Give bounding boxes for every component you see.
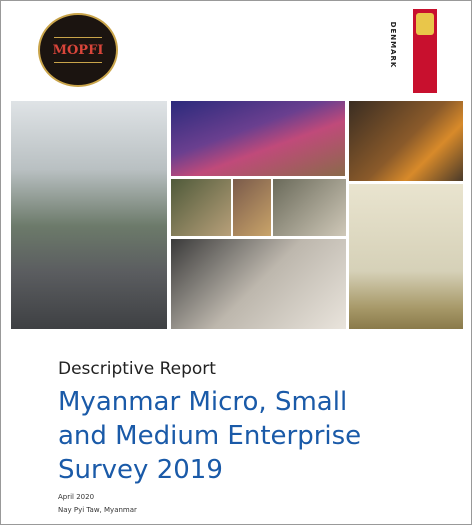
title-line: and Medium Enterprise <box>58 419 361 453</box>
logo-text: MOPFI <box>40 43 116 58</box>
crest <box>416 13 434 35</box>
title-line: Myanmar Micro, Small <box>58 385 361 419</box>
photo-weaving <box>171 101 345 176</box>
photo-satellite-dish <box>349 184 463 329</box>
denmark-emblem <box>413 9 437 93</box>
report-place: Nay Pyi Taw, Myanmar <box>58 506 137 514</box>
photo-people-2 <box>233 179 271 236</box>
logo-rule <box>54 37 102 38</box>
partner-name: DENMARK <box>389 5 397 85</box>
logo-rule <box>54 62 102 63</box>
title-line: Survey 2019 <box>58 453 361 487</box>
photo-workshop <box>349 101 463 181</box>
cover-page: MOPFI DENMARK Descriptive Report Myanmar… <box>0 0 472 525</box>
photo-city-traffic <box>11 101 167 329</box>
photo-crafts <box>273 179 346 236</box>
ministry-logo: MOPFI <box>38 13 118 87</box>
report-kind: Descriptive Report <box>58 359 216 379</box>
report-date: April 2020 <box>58 493 94 501</box>
photo-laptop <box>171 239 346 329</box>
photo-people-1 <box>171 179 231 236</box>
